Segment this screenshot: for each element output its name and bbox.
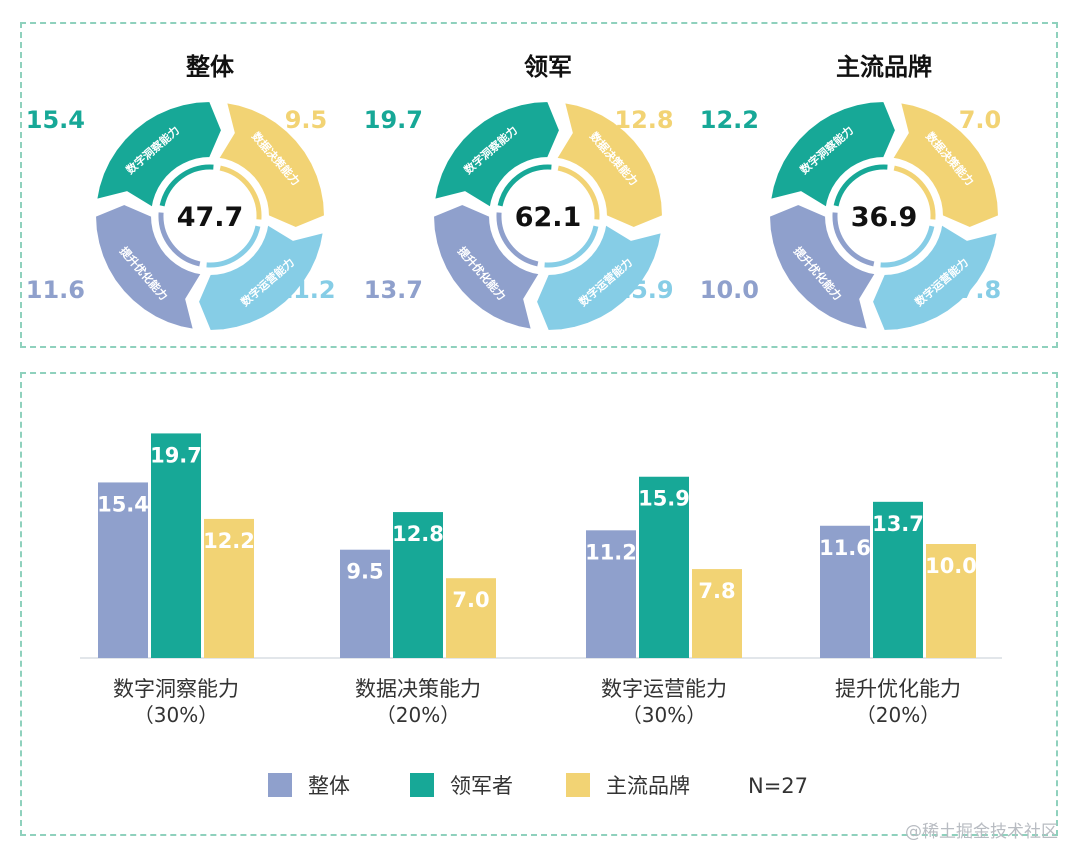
bar-leader xyxy=(151,433,201,658)
donut-inner-ring-decision xyxy=(219,165,262,220)
bar-mainstream xyxy=(926,544,976,658)
donut-value-decision: 7.0 xyxy=(959,106,1002,134)
donut-inner-ring-insight xyxy=(497,164,552,207)
category-label: 数字洞察能力 xyxy=(113,677,239,701)
donut-center xyxy=(506,174,590,258)
donut-value-operation: 7.8 xyxy=(959,276,1002,304)
donut-value-operation: 11.2 xyxy=(276,276,335,304)
bar-value-label: 10.0 xyxy=(925,554,977,578)
legend-label-leader: 领军者 xyxy=(450,774,513,798)
category-label: 数字运营能力 xyxy=(601,677,727,701)
donut-value-insight: 19.7 xyxy=(364,106,423,134)
donut-segment-optimize xyxy=(767,202,878,332)
category-label: 数据决策能力 xyxy=(355,677,481,701)
bar-leader xyxy=(873,501,923,658)
donut-segment-decision xyxy=(216,100,327,230)
bar-value-label: 15.9 xyxy=(638,487,690,511)
sample-size-note: N=27 xyxy=(748,774,808,798)
bar-leader xyxy=(393,512,443,658)
donut-inner-ring-optimize xyxy=(158,212,201,267)
donut-segment-operation xyxy=(534,222,664,333)
donut-segment-optimize xyxy=(93,202,204,332)
bar-overall xyxy=(586,530,636,658)
category-label: 提升优化能力 xyxy=(835,677,961,701)
bar-mainstream xyxy=(692,569,742,658)
donut-center-value: 62.1 xyxy=(515,202,582,233)
donut-segment-decision xyxy=(890,100,1001,230)
donut-segment-optimize xyxy=(431,202,542,332)
legend-label-mainstream: 主流品牌 xyxy=(606,774,690,798)
bar-mainstream xyxy=(204,518,254,658)
bar-mainstream xyxy=(446,578,496,658)
donut-value-decision: 12.8 xyxy=(614,106,673,134)
bar-leader xyxy=(639,476,689,658)
bar-value-label: 15.4 xyxy=(97,492,149,516)
donut-charts-panel xyxy=(20,22,1058,348)
donut-title: 整体 xyxy=(186,53,235,81)
donut-center xyxy=(842,174,926,258)
donut-title: 领军 xyxy=(524,53,572,81)
bar-value-label: 12.8 xyxy=(392,522,444,546)
bar-value-label: 11.2 xyxy=(585,540,637,564)
legend-label-overall: 整体 xyxy=(308,774,350,798)
donut-inner-ring-insight xyxy=(159,164,214,207)
category-weight: （30%） xyxy=(134,703,218,727)
bar-value-label: 9.5 xyxy=(346,560,383,584)
donut-value-decision: 9.5 xyxy=(285,106,328,134)
donut-value-insight: 15.4 xyxy=(26,106,85,134)
bar-overall xyxy=(820,525,870,658)
donut-value-optimize: 11.6 xyxy=(26,276,85,304)
donut-inner-ring-optimize xyxy=(832,212,875,267)
category-weight: （20%） xyxy=(856,703,940,727)
legend-swatch-leader xyxy=(410,773,434,797)
bar-value-label: 11.6 xyxy=(819,536,871,560)
bar-value-label: 13.7 xyxy=(872,512,924,536)
donut-value-insight: 12.2 xyxy=(700,106,759,134)
donut-center xyxy=(168,174,252,258)
donut-segment-decision xyxy=(554,100,665,230)
donut-center-value: 47.7 xyxy=(177,202,244,233)
bar-value-label: 12.2 xyxy=(203,529,255,553)
legend-swatch-overall xyxy=(268,773,292,797)
donut-segment-operation xyxy=(196,222,326,333)
bar-value-label: 19.7 xyxy=(150,443,202,467)
bar-overall xyxy=(98,482,148,658)
donut-value-optimize: 10.0 xyxy=(700,276,759,304)
category-weight: （30%） xyxy=(622,703,706,727)
donut-inner-ring-optimize xyxy=(496,212,539,267)
category-weight: （20%） xyxy=(376,703,460,727)
donut-value-operation: 15.9 xyxy=(614,276,673,304)
donut-segment-insight xyxy=(432,99,562,210)
donut-value-optimize: 13.7 xyxy=(364,276,423,304)
donut-inner-ring-insight xyxy=(833,164,888,207)
donut-segment-operation xyxy=(870,222,1000,333)
donut-inner-ring-operation xyxy=(880,225,935,268)
bar-overall xyxy=(340,549,390,658)
donut-segment-insight xyxy=(94,99,224,210)
donut-title: 主流品牌 xyxy=(836,53,932,81)
donut-inner-ring-decision xyxy=(893,165,936,220)
donut-inner-ring-operation xyxy=(206,225,261,268)
donut-inner-ring-operation xyxy=(544,225,599,268)
watermark-text: @稀土掘金技术社区 xyxy=(905,822,1058,842)
bar-chart-panel xyxy=(20,372,1058,836)
donut-center-value: 36.9 xyxy=(851,202,918,233)
bar-value-label: 7.8 xyxy=(698,579,735,603)
bar-value-label: 7.0 xyxy=(452,588,489,612)
donut-segment-insight xyxy=(768,99,898,210)
legend-swatch-mainstream xyxy=(566,773,590,797)
donut-inner-ring-decision xyxy=(557,165,600,220)
